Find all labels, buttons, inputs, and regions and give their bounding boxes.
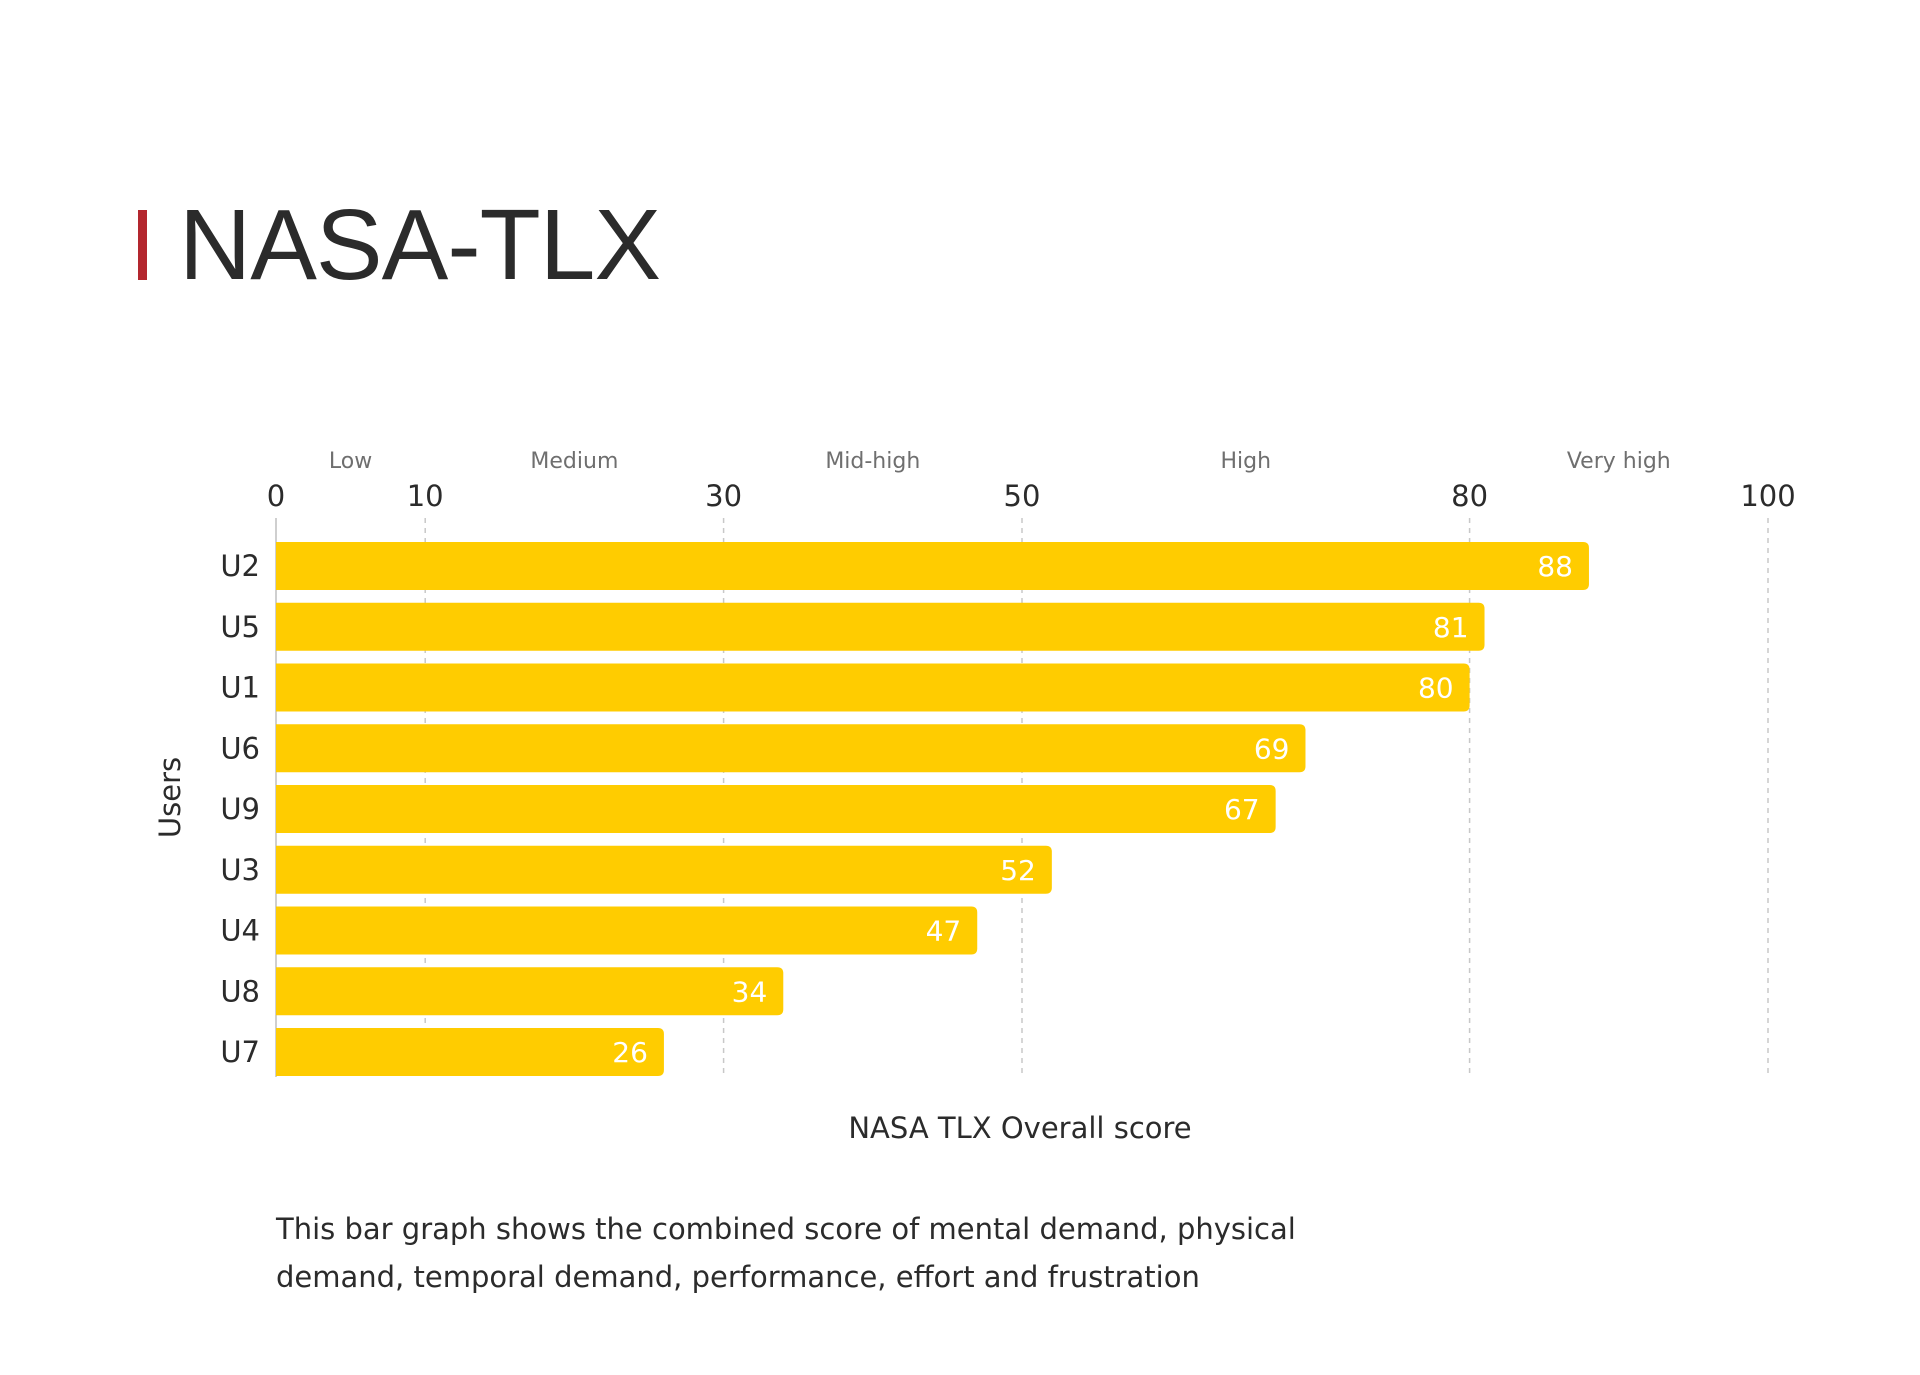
bar-value-label-U1: 80 xyxy=(1418,672,1454,705)
title-block: NASA-TLX xyxy=(138,189,661,301)
page-title: NASA-TLX xyxy=(179,189,661,301)
title-accent-bar xyxy=(138,210,147,280)
x-tick-label-4: 80 xyxy=(1451,479,1488,513)
bar-value-label-U4: 47 xyxy=(926,915,962,948)
bar-U6 xyxy=(276,724,1306,773)
bar-U3 xyxy=(276,845,1052,894)
bar-U7 xyxy=(276,1028,664,1076)
y-tick-label-U7: U7 xyxy=(220,1035,260,1069)
y-tick-label-U4: U4 xyxy=(220,914,260,948)
x-tick-label-3: 50 xyxy=(1004,479,1041,513)
x-tick-label-2: 30 xyxy=(705,479,742,513)
y-tick-label-U3: U3 xyxy=(220,853,260,887)
band-label-4: Very high xyxy=(1567,449,1671,474)
band-label-3: High xyxy=(1221,449,1272,474)
bar-value-label-U3: 52 xyxy=(1000,854,1036,887)
x-axis-title: NASA TLX Overall score xyxy=(848,1111,1191,1145)
bar-U1 xyxy=(276,663,1470,712)
x-tick-label-1: 10 xyxy=(407,479,444,513)
bar-U9 xyxy=(276,785,1276,833)
y-tick-label-U1: U1 xyxy=(220,671,260,705)
bar-U8 xyxy=(276,967,784,1016)
band-label-2: Mid-high xyxy=(825,449,920,474)
chart-caption: This bar graph shows the combined score … xyxy=(276,1212,1296,1294)
bar-value-label-U2: 88 xyxy=(1537,550,1573,583)
x-tick-label-0: 0 xyxy=(267,479,285,513)
y-axis-title: Users xyxy=(153,757,187,838)
bar-U4 xyxy=(276,906,978,955)
y-tick-label-U2: U2 xyxy=(220,549,260,583)
bar-value-label-U8: 34 xyxy=(732,975,768,1008)
bar-value-label-U5: 81 xyxy=(1433,611,1469,644)
y-tick-label-U6: U6 xyxy=(220,731,260,765)
y-tick-label-U9: U9 xyxy=(220,792,260,826)
y-tick-label-U5: U5 xyxy=(220,610,260,644)
bar-chart: Low Medium Mid-high High Very high 0 10 30 50 80 1… xyxy=(153,449,1796,1145)
bar-value-label-U6: 69 xyxy=(1254,732,1290,765)
x-tick-label-5: 100 xyxy=(1740,479,1795,513)
band-label-1: Medium xyxy=(530,449,618,474)
bar-value-label-U9: 67 xyxy=(1224,793,1260,826)
y-tick-label-U8: U8 xyxy=(220,974,260,1008)
bar-U2 xyxy=(276,542,1589,590)
bar-U5 xyxy=(276,602,1485,651)
bar-value-label-U7: 26 xyxy=(612,1036,648,1069)
band-label-0: Low xyxy=(329,449,372,474)
